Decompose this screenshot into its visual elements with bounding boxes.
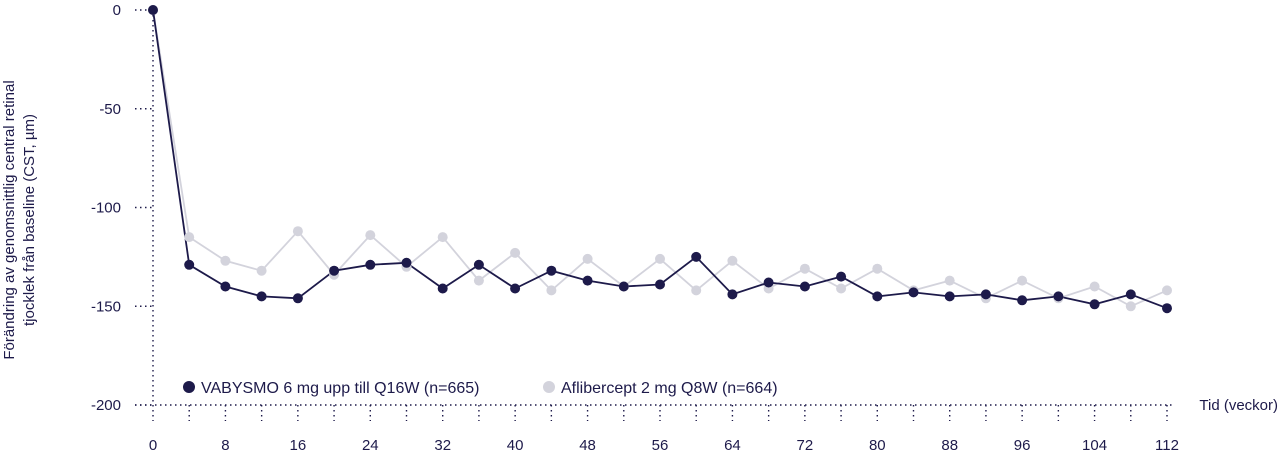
y-axis-title: Förändring av genomsnittlig central reti… (1, 80, 38, 359)
x-tick-label: 88 (941, 437, 958, 454)
x-tick-label: 16 (290, 437, 307, 454)
x-tick-label: 104 (1082, 437, 1107, 454)
x-tick-label: 8 (221, 437, 229, 454)
data-point-aflibercept (510, 247, 521, 258)
data-point-aflibercept (365, 230, 376, 241)
data-point-aflibercept (546, 285, 557, 296)
x-tick-label: 32 (434, 437, 451, 454)
data-point-vabysmo (256, 291, 267, 302)
y-tick-label: -200 (91, 397, 121, 414)
data-point-vabysmo (184, 259, 195, 270)
data-point-vabysmo (437, 283, 448, 294)
legend-label-vabysmo: VABYSMO 6 mg upp till Q16W (n=665) (201, 380, 479, 397)
data-point-vabysmo (1162, 303, 1172, 314)
data-point-aflibercept (220, 255, 231, 266)
data-point-vabysmo (510, 283, 521, 294)
data-point-vabysmo (1053, 291, 1064, 302)
data-point-vabysmo (1125, 289, 1136, 300)
data-point-aflibercept (944, 275, 955, 286)
data-point-aflibercept (292, 226, 303, 237)
data-point-vabysmo (1089, 299, 1100, 310)
data-point-aflibercept (1162, 285, 1172, 296)
data-point-aflibercept (582, 253, 593, 264)
y-tick-label: -150 (91, 298, 121, 315)
data-point-vabysmo (582, 275, 593, 286)
data-point-aflibercept (1089, 281, 1100, 292)
legend-marker-aflibercept (543, 381, 555, 393)
data-point-vabysmo (763, 277, 774, 288)
data-point-aflibercept (437, 232, 448, 243)
data-point-aflibercept (1017, 275, 1028, 286)
x-axis-title: Tid (veckor) (1199, 397, 1278, 414)
y-tick-label: -50 (99, 101, 121, 118)
data-point-aflibercept (184, 232, 195, 243)
data-point-vabysmo (691, 251, 702, 262)
data-point-aflibercept (1125, 301, 1136, 312)
data-point-vabysmo (872, 291, 883, 302)
y-axis-title-line-2: tjocklek från baseline (CST, µm) (21, 114, 38, 326)
x-tick-label: 40 (507, 437, 524, 454)
tick-labels: 0 -50 -100 -150 -200 0 8 16 24 32 40 48 56 64 72 80 88 96… (91, 2, 1179, 454)
legend-label-aflibercept: Aflibercept 2 mg Q8W (n=664) (561, 380, 778, 397)
data-point-vabysmo (799, 281, 810, 292)
data-point-vabysmo (148, 5, 158, 15)
x-tick-label: 96 (1014, 437, 1031, 454)
data-points (148, 5, 1172, 314)
y-tick-label: 0 (113, 2, 121, 19)
data-point-aflibercept (836, 283, 847, 294)
data-point-vabysmo (365, 259, 376, 270)
data-point-vabysmo (980, 289, 991, 300)
x-tick-label: 80 (869, 437, 886, 454)
data-point-aflibercept (872, 263, 883, 274)
x-tick-label: 56 (652, 437, 669, 454)
data-point-vabysmo (473, 259, 484, 270)
x-tick-label: 72 (797, 437, 814, 454)
x-tick-label: 48 (579, 437, 596, 454)
data-point-vabysmo (655, 279, 665, 290)
data-point-vabysmo (727, 289, 738, 300)
data-point-aflibercept (655, 253, 665, 264)
data-point-aflibercept (799, 263, 810, 274)
data-point-aflibercept (256, 265, 267, 276)
y-tick-label: -100 (91, 200, 121, 217)
data-point-vabysmo (836, 271, 847, 282)
data-point-vabysmo (546, 265, 557, 276)
x-tick-label: 64 (724, 437, 741, 454)
data-point-vabysmo (1017, 295, 1028, 306)
data-point-vabysmo (908, 287, 919, 298)
data-point-vabysmo (944, 291, 955, 302)
x-tick-label: 112 (1155, 437, 1179, 454)
data-point-aflibercept (727, 255, 738, 266)
data-point-aflibercept (691, 285, 702, 296)
x-tick-label: 24 (362, 437, 379, 454)
legend: VABYSMO 6 mg upp till Q16W (n=665) Aflib… (183, 380, 778, 397)
data-point-vabysmo (401, 257, 412, 268)
data-point-vabysmo (292, 293, 303, 304)
data-point-vabysmo (220, 281, 231, 292)
data-point-vabysmo (618, 281, 629, 292)
data-point-vabysmo (329, 265, 340, 276)
y-axis-title-line-1: Förändring av genomsnittlig central reti… (1, 80, 18, 359)
data-point-aflibercept (473, 275, 484, 286)
x-tick-label: 0 (149, 437, 157, 454)
axes (135, 9, 1173, 421)
legend-marker-vabysmo (183, 381, 195, 393)
